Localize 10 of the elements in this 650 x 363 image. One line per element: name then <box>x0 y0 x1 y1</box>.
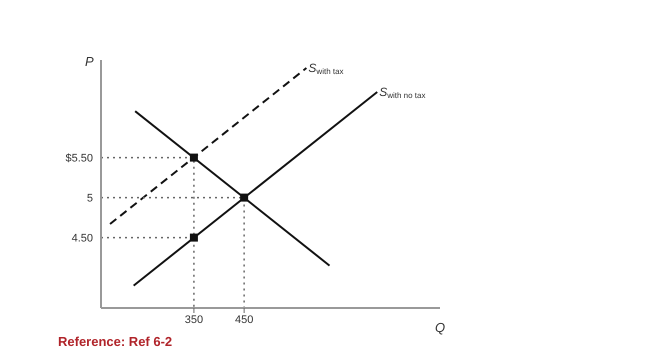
x-tick-label: 350 <box>184 314 204 326</box>
y-tick-label: 5 <box>86 192 93 205</box>
y-axis-title: P <box>85 54 94 69</box>
y-tick-label: $5.50 <box>65 152 93 165</box>
text: Reference: Ref 6-2 <box>58 334 172 349</box>
series-label: S$_{with tax}$ <box>308 61 344 76</box>
x-tick-label: 450 <box>234 314 254 326</box>
y-tick-label: 4.50 <box>72 232 93 245</box>
x-axis-title: Q <box>435 320 446 335</box>
series-label: S$_{with no tax}$ <box>379 85 426 100</box>
